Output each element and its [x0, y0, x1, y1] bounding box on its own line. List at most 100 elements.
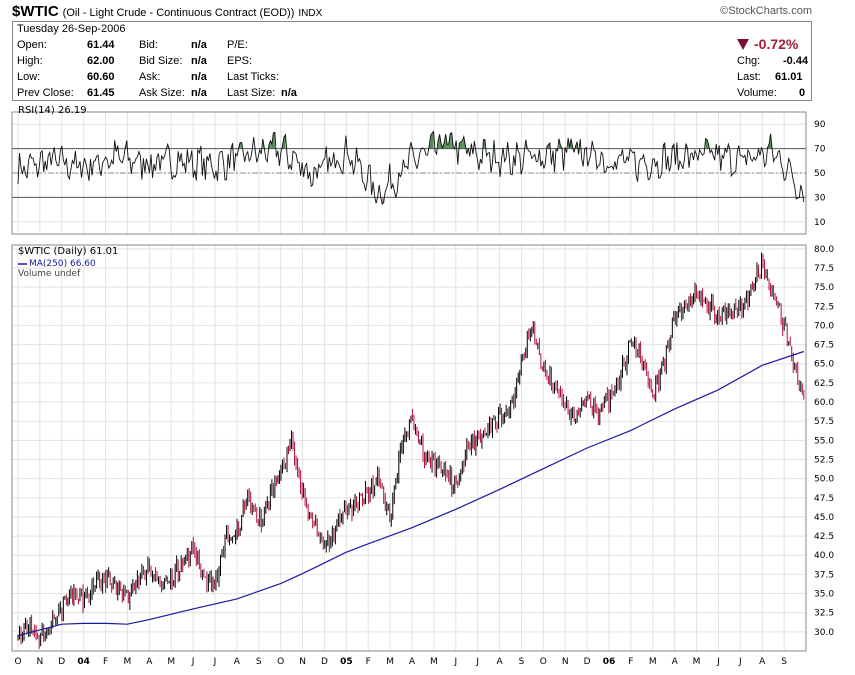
rsi-tick-label: 10 [814, 218, 826, 228]
last-size-value: n/a [281, 87, 297, 99]
date-tick-label: S [781, 657, 787, 667]
date-axis: O N D 04 F M A M J J A S O N D 05 F M A M J J A S O N D 06 F M A M J J A S [14, 657, 787, 667]
symbol-title: $WTIC [12, 3, 59, 20]
price-axis: 30.0 32.5 35.0 37.5 40.0 42.5 45.0 47.5 50.0 52.5… [814, 245, 834, 638]
date-tick-label: J [475, 657, 479, 667]
rsi-tick-label: 90 [814, 120, 826, 130]
last-value: 61.01 [775, 71, 803, 83]
price-tick-label: 37.5 [814, 570, 834, 580]
ask-size-label: Ask Size: [139, 87, 185, 99]
rsi-overbought-fill [283, 134, 286, 149]
price-tick-label: 67.5 [814, 341, 834, 351]
price-tick-label: 32.5 [814, 609, 834, 619]
rsi-reference-lines [12, 148, 806, 198]
rsi-shaded-regions [125, 131, 800, 205]
price-tick-label: 35.0 [814, 590, 834, 600]
date-tick-label: O [14, 657, 21, 667]
rsi-tick-label: 30 [814, 193, 826, 203]
price-tick-label: 70.0 [814, 321, 834, 331]
date-tick-label: A [759, 657, 766, 667]
price-tick-label: 80.0 [814, 245, 834, 255]
change-label: Chg: [737, 55, 761, 67]
price-tick-label: 77.5 [814, 264, 834, 274]
price-tick-label: 40.0 [814, 551, 834, 561]
price-tick-label: 45.0 [814, 513, 834, 523]
date-tick-label: O [277, 657, 284, 667]
date-tick-label: A [409, 657, 416, 667]
open-label: Open: [17, 39, 47, 51]
date-tick-label: F [628, 657, 633, 667]
legend-price: $WTIC (Daily) 61.01 [18, 246, 118, 257]
date-tick-label: N [562, 657, 569, 667]
down-triangle-icon [737, 39, 749, 50]
ask-size-value: n/a [191, 87, 207, 99]
price-tick-label: 75.0 [814, 283, 834, 293]
price-tick-label: 50.0 [814, 475, 834, 485]
quote-date: Tuesday 26-Sep-2006 [17, 23, 126, 35]
rsi-overbought-fill [483, 139, 485, 149]
date-tick-label: J [716, 657, 720, 667]
rsi-overbought-fill [273, 132, 275, 149]
date-tick-label: M [649, 657, 657, 667]
ma250-line [17, 350, 804, 637]
low-value: 60.60 [87, 71, 115, 83]
date-tick-label: M [693, 657, 701, 667]
date-tick-label: 04 [77, 657, 90, 667]
rsi-overbought-fill [447, 144, 449, 149]
date-tick-label: M [167, 657, 175, 667]
change-value: -0.44 [783, 55, 809, 67]
rsi-overbought-fill [462, 136, 464, 149]
rsi-line [17, 130, 805, 206]
price-tick-label: 52.5 [814, 455, 834, 465]
price-legend: $WTIC (Daily) 61.01 MA(250) 66.60 Volume… [18, 246, 118, 279]
rsi-overbought-fill [450, 132, 452, 149]
chart-title-bar: $WTIC (Oil - Light Crude - Continuous Con… [12, 3, 812, 21]
date-tick-label: D [584, 657, 591, 667]
rsi-overbought-fill [432, 131, 434, 149]
date-tick-label: A [234, 657, 241, 667]
date-tick-label: S [519, 657, 525, 667]
bid-value: n/a [191, 39, 207, 51]
last-ticks-label: Last Ticks: [227, 71, 279, 83]
legend-volume: Volume undef [18, 269, 81, 279]
rsi-series [17, 130, 805, 206]
price-bars [17, 252, 805, 649]
date-tick-label: A [672, 657, 679, 667]
price-tick-label: 57.5 [814, 417, 834, 427]
rsi-title: RSI(14) 26.19 [18, 105, 87, 116]
date-tick-label: M [430, 657, 438, 667]
price-tick-label: 60.0 [814, 398, 834, 408]
ask-label: Ask: [139, 71, 161, 83]
moving-average [17, 350, 804, 637]
prev-close-label: Prev Close: [17, 87, 74, 99]
volume-label: Volume: [737, 87, 777, 99]
open-value: 61.44 [87, 39, 115, 51]
last-label: Last: [737, 71, 761, 83]
price-tick-label: 65.0 [814, 360, 834, 370]
date-tick-label: 06 [603, 657, 616, 667]
bid-size-value: n/a [191, 55, 207, 67]
bid-size-label: Bid Size: [139, 55, 183, 67]
brand-watermark[interactable]: ©StockCharts.com [720, 5, 812, 17]
date-tick-label: N [299, 657, 306, 667]
date-tick-label: A [146, 657, 153, 667]
rsi-overbought-fill [438, 134, 440, 149]
rsi-tick-label: 50 [814, 169, 826, 179]
date-tick-label: N [37, 657, 44, 667]
date-tick-label: D [58, 657, 65, 667]
price-panel-frame [11, 244, 807, 652]
high-label: High: [17, 55, 43, 67]
price-tick-label: 42.5 [814, 532, 834, 542]
low-label: Low: [17, 71, 41, 83]
date-tick-label: O [540, 657, 547, 667]
rsi-overbought-fill [705, 138, 708, 149]
rsi-axis: 10 30 50 70 90 [814, 120, 826, 228]
price-tick-label: 47.5 [814, 494, 834, 504]
price-gridlines [12, 245, 806, 651]
date-tick-label: 05 [340, 657, 353, 667]
date-tick-label: J [213, 657, 217, 667]
high-value: 62.00 [87, 55, 115, 67]
date-tick-label: F [103, 657, 108, 667]
eps-label: EPS: [227, 55, 253, 67]
